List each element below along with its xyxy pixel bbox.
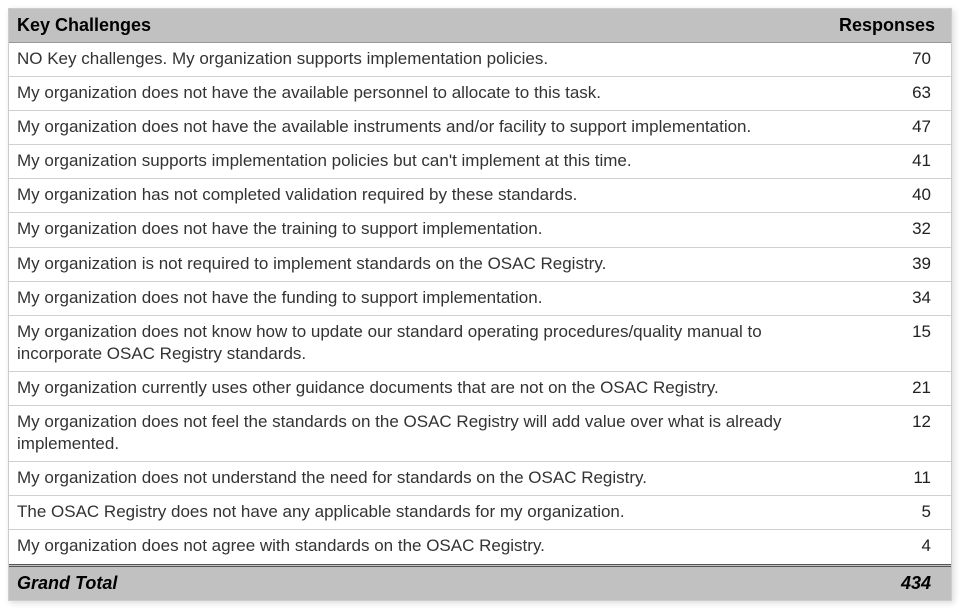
key-challenges-table: Key Challenges Responses NO Key challeng…	[9, 9, 951, 600]
table-row: The OSAC Registry does not have any appl…	[9, 496, 951, 530]
cell-responses: 63	[831, 77, 951, 111]
grand-total-label: Grand Total	[9, 565, 831, 600]
grand-total-value: 434	[831, 565, 951, 600]
table-header-row: Key Challenges Responses	[9, 9, 951, 43]
cell-responses: 15	[831, 315, 951, 371]
cell-responses: 70	[831, 43, 951, 77]
cell-challenge: My organization does not agree with stan…	[9, 530, 831, 565]
cell-responses: 40	[831, 179, 951, 213]
cell-responses: 4	[831, 530, 951, 565]
table-row: My organization is not required to imple…	[9, 247, 951, 281]
table-row: My organization does not have the availa…	[9, 111, 951, 145]
cell-responses: 39	[831, 247, 951, 281]
cell-responses: 5	[831, 496, 951, 530]
cell-challenge: My organization does not have the availa…	[9, 111, 831, 145]
table-body: NO Key challenges. My organization suppo…	[9, 43, 951, 566]
cell-challenge: My organization has not completed valida…	[9, 179, 831, 213]
cell-responses: 47	[831, 111, 951, 145]
cell-responses: 34	[831, 281, 951, 315]
cell-challenge: My organization does not have the traini…	[9, 213, 831, 247]
cell-challenge: My organization supports implementation …	[9, 145, 831, 179]
cell-responses: 21	[831, 371, 951, 405]
cell-responses: 32	[831, 213, 951, 247]
table-row: My organization does not agree with stan…	[9, 530, 951, 565]
table-row: My organization does not have the availa…	[9, 77, 951, 111]
table-row: My organization does not have the traini…	[9, 213, 951, 247]
table-row: My organization has not completed valida…	[9, 179, 951, 213]
table-footer-row: Grand Total 434	[9, 565, 951, 600]
cell-responses: 11	[831, 462, 951, 496]
cell-responses: 41	[831, 145, 951, 179]
cell-responses: 12	[831, 406, 951, 462]
table-row: My organization does not know how to upd…	[9, 315, 951, 371]
table-row: My organization currently uses other gui…	[9, 371, 951, 405]
cell-challenge: My organization does not feel the standa…	[9, 406, 831, 462]
cell-challenge: My organization does not know how to upd…	[9, 315, 831, 371]
key-challenges-table-container: Key Challenges Responses NO Key challeng…	[8, 8, 952, 601]
cell-challenge: My organization does not have the fundin…	[9, 281, 831, 315]
table-row: My organization supports implementation …	[9, 145, 951, 179]
table-row: My organization does not have the fundin…	[9, 281, 951, 315]
table-row: My organization does not feel the standa…	[9, 406, 951, 462]
table-row: My organization does not understand the …	[9, 462, 951, 496]
cell-challenge: My organization currently uses other gui…	[9, 371, 831, 405]
cell-challenge: The OSAC Registry does not have any appl…	[9, 496, 831, 530]
column-header-challenges: Key Challenges	[9, 9, 831, 43]
cell-challenge: My organization does not have the availa…	[9, 77, 831, 111]
cell-challenge: My organization is not required to imple…	[9, 247, 831, 281]
table-row: NO Key challenges. My organization suppo…	[9, 43, 951, 77]
cell-challenge: NO Key challenges. My organization suppo…	[9, 43, 831, 77]
column-header-responses: Responses	[831, 9, 951, 43]
cell-challenge: My organization does not understand the …	[9, 462, 831, 496]
